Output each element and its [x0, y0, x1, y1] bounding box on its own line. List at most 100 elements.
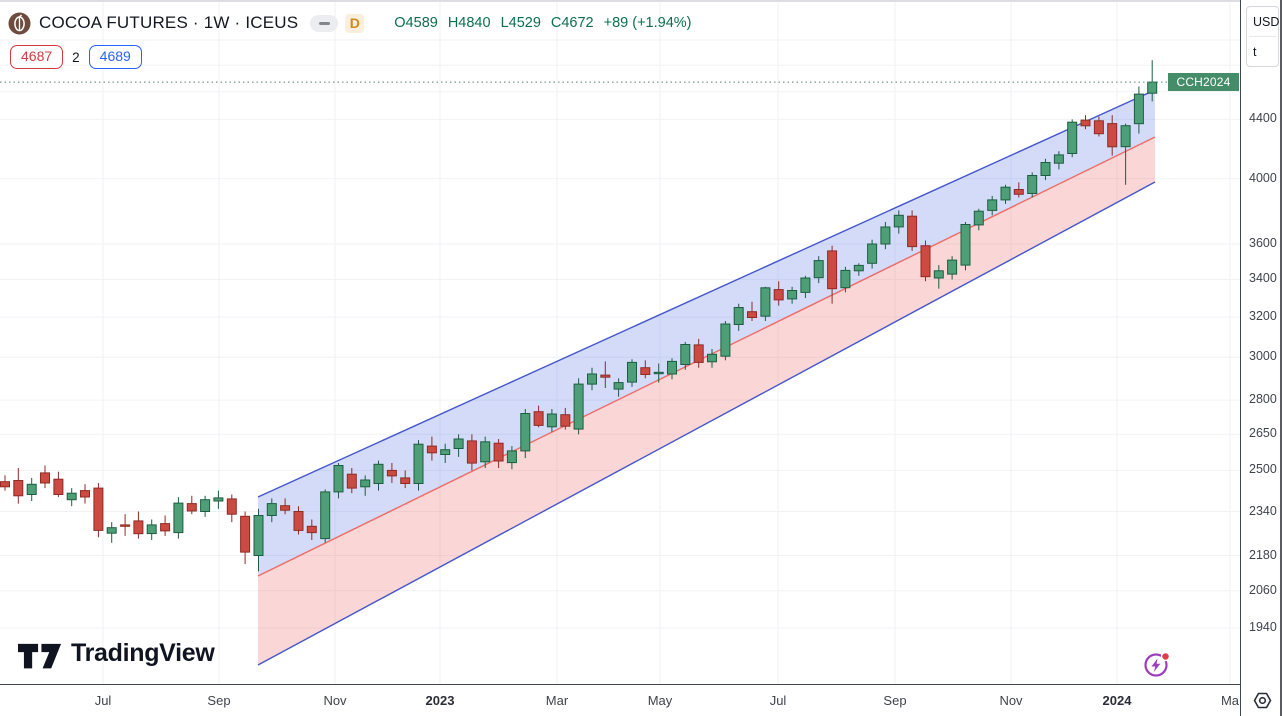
candle: [533, 411, 544, 426]
candle: [293, 511, 304, 531]
collapse-legend-button[interactable]: [310, 14, 339, 32]
candle: [546, 413, 557, 428]
candle: [893, 214, 904, 228]
price-tick-label: 3200: [1249, 309, 1277, 323]
chart-header: COCOA FUTURES · 1W · ICEUS D O4589 H4840…: [8, 9, 692, 37]
candle: [653, 371, 664, 375]
candle: [1053, 154, 1064, 164]
candle: [747, 311, 757, 319]
candle: [1080, 119, 1091, 127]
minus-icon: [318, 21, 330, 25]
candle: [693, 344, 704, 363]
candle: [1093, 120, 1104, 135]
candle: [720, 323, 731, 357]
candle: [266, 503, 277, 517]
time-tick-label: Nov: [323, 693, 347, 708]
candle: [920, 245, 931, 278]
candle: [587, 373, 597, 385]
interval-button[interactable]: D: [345, 13, 365, 33]
candle: [1120, 125, 1131, 148]
time-tick-label: Sep: [207, 693, 231, 708]
price-tick-label: 2500: [1249, 462, 1277, 476]
candle: [480, 441, 491, 463]
candle: [973, 210, 984, 226]
candle: [1107, 123, 1118, 148]
price-tick-label: 2800: [1249, 392, 1277, 406]
candle: [813, 260, 824, 279]
cocoa-symbol-icon[interactable]: [8, 12, 31, 35]
price-tick-label: 3000: [1249, 349, 1277, 363]
price-alert-labels: 4687 2 4689: [10, 45, 142, 69]
candle: [667, 360, 677, 375]
candle: [373, 463, 384, 484]
candle: [186, 503, 197, 512]
candle: [13, 480, 24, 497]
price-tick-label: 4000: [1249, 171, 1277, 185]
axis-settings-icon[interactable]: [1252, 690, 1273, 711]
alert-price-badge-blue[interactable]: 4689: [88, 45, 142, 69]
window-right-edge: [1280, 0, 1282, 716]
candle: [760, 287, 771, 317]
quick-trade-icon[interactable]: [1142, 649, 1172, 679]
candle: [773, 289, 784, 301]
candle: [840, 269, 851, 289]
candle: [80, 490, 90, 498]
candle: [453, 438, 464, 449]
candle: [400, 477, 411, 484]
time-tick-label: May: [647, 693, 673, 708]
tradingview-logo[interactable]: TradingView: [18, 638, 215, 669]
alert-price-badge-red[interactable]: 4687: [10, 45, 64, 69]
candle: [466, 440, 477, 464]
candle: [173, 502, 184, 534]
candlestick-chart[interactable]: [0, 0, 1240, 684]
time-tick-label: Jul: [769, 693, 787, 708]
candle: [240, 515, 251, 553]
time-tick-label: 2024: [1102, 693, 1132, 708]
price-tick-label: 3600: [1249, 236, 1277, 250]
candle: [426, 445, 437, 454]
top-border: [0, 0, 1283, 2]
candle: [0, 481, 10, 488]
candle: [120, 524, 131, 527]
candle: [1147, 81, 1158, 94]
candle: [1067, 121, 1078, 154]
time-axis[interactable]: Jul Sep Nov 2023 Mar May Jul Sep Nov 2024 Ma: [0, 684, 1240, 716]
time-tick-label: 2023: [425, 693, 455, 708]
candle: [987, 199, 998, 211]
candle: [493, 442, 504, 462]
price-tick-label: 1940: [1249, 620, 1277, 634]
candle: [600, 374, 611, 378]
change-value: +89 (+1.94%): [603, 15, 692, 31]
candle: [440, 449, 451, 456]
price-tick-label: 4400: [1249, 111, 1277, 125]
divider: [1249, 36, 1276, 37]
candle: [1133, 93, 1144, 125]
lightning-circle-icon: [1144, 651, 1171, 677]
price-tick-label: 2180: [1249, 548, 1277, 562]
candle: [333, 465, 344, 493]
candle: [226, 498, 237, 515]
candle: [1000, 186, 1011, 201]
candle: [320, 491, 331, 540]
price-axis[interactable]: USD t 4400 4000 3600 3400 3200 3000 2800 2650 25…: [1240, 0, 1283, 716]
alert-count: 2: [72, 49, 80, 65]
candle: [133, 520, 144, 535]
candle: [960, 224, 971, 266]
candle: [560, 414, 571, 427]
time-tick-label: Nov: [999, 693, 1023, 708]
candle: [640, 367, 651, 376]
unit-label[interactable]: t: [1253, 44, 1257, 59]
candle: [867, 243, 878, 264]
symbol-title[interactable]: COCOA FUTURES · 1W · ICEUS: [39, 13, 299, 32]
candle: [907, 215, 918, 248]
candle: [707, 353, 717, 363]
candle: [520, 413, 531, 452]
candle: [733, 307, 744, 325]
currency-unit-selector[interactable]: USD t: [1246, 6, 1279, 67]
candle: [200, 499, 211, 513]
candle: [66, 492, 77, 501]
candle: [253, 515, 264, 556]
candle: [853, 264, 864, 272]
currency-label[interactable]: USD: [1253, 14, 1280, 29]
